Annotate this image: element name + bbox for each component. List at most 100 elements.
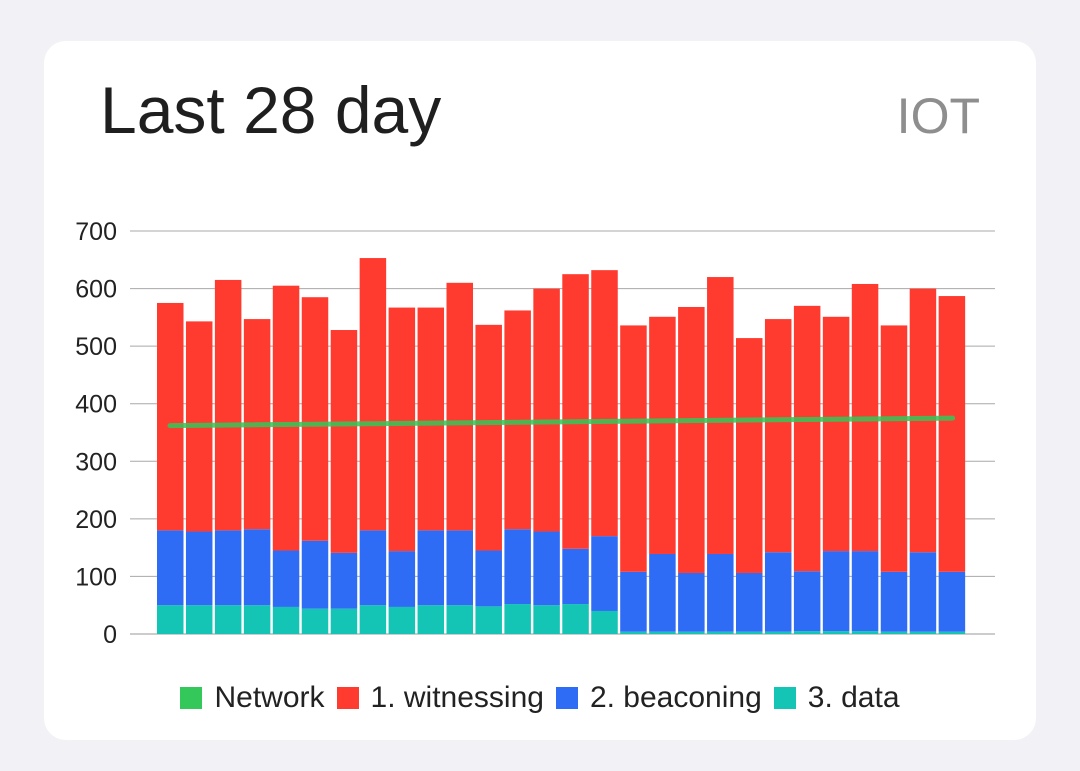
legend-item-network[interactable]: Network: [180, 681, 325, 715]
stacked-bar-chart: 0 100 200 300 400 500 600 700: [75, 218, 995, 649]
bar-segment-beaconing: [157, 530, 184, 606]
bar-segment-data: [301, 608, 329, 634]
bar-segment-data: [793, 631, 821, 634]
bar-segment-data: [678, 631, 705, 634]
bar-segment-beaconing: [620, 571, 647, 632]
legend-item-data[interactable]: 3. data: [773, 681, 900, 715]
bar-segment-data: [620, 631, 647, 634]
bar-segment-witnessing: [764, 319, 792, 553]
bar-segment-beaconing: [446, 530, 473, 606]
bar-segment-witnessing: [880, 325, 908, 572]
bar-segment-witnessing: [620, 325, 647, 572]
bar-segment-beaconing: [880, 571, 908, 632]
y-tick-label: 100: [75, 563, 117, 591]
bar-segment-data: [822, 631, 850, 634]
bar-segment-data: [388, 606, 416, 634]
bar-segment-beaconing: [678, 572, 705, 632]
legend-label-witnessing: 1. witnessing: [370, 681, 544, 714]
bar-segment-data: [562, 604, 589, 634]
bar-segment-beaconing: [533, 531, 560, 606]
bar-segment-beaconing: [591, 536, 618, 611]
bar-segment-beaconing: [417, 530, 445, 606]
legend-label-data: 3. data: [807, 681, 900, 714]
chart-legend: Network 1. witnessing 2. beaconing 3. da…: [44, 681, 1036, 715]
bar-segment-witnessing: [157, 302, 184, 531]
bar-segment-beaconing: [185, 531, 213, 606]
bar-segment-beaconing: [909, 552, 937, 632]
bar-segment-data: [736, 631, 763, 634]
bar-segment-data: [417, 605, 445, 634]
bar-segment-data: [938, 631, 966, 634]
bar-segment-data: [851, 631, 879, 634]
bar-segment-data: [446, 605, 473, 634]
y-tick-label: 200: [75, 506, 117, 534]
bar-segment-data: [185, 605, 213, 634]
legend-item-witnessing[interactable]: 1. witnessing: [336, 681, 544, 715]
bar-segment-witnessing: [707, 277, 734, 554]
legend-swatch-data: [773, 687, 796, 709]
bar-segment-beaconing: [938, 571, 966, 632]
y-tick-label: 400: [75, 391, 117, 419]
bar-segment-data: [243, 605, 271, 634]
legend-label-network: Network: [214, 681, 325, 714]
legend-swatch-beaconing: [555, 687, 578, 709]
bar-segment-witnessing: [475, 324, 502, 551]
bar-segment-witnessing: [678, 306, 705, 573]
bar-segment-witnessing: [793, 305, 821, 572]
network-badge: IOT: [896, 88, 980, 144]
bar-segment-data: [649, 631, 676, 634]
bar-segment-witnessing: [214, 279, 242, 531]
bar-segment-beaconing: [504, 529, 531, 605]
y-tick-label: 300: [75, 448, 117, 476]
legend-swatch-network: [180, 687, 203, 709]
bar-segment-data: [533, 605, 560, 634]
bar-segment-data: [909, 631, 937, 634]
bar-segment-data: [475, 606, 502, 634]
bar-segment-witnessing: [649, 316, 676, 554]
y-tick-label: 0: [103, 621, 117, 649]
bar-segment-witnessing: [938, 296, 966, 572]
bar-segment-beaconing: [330, 552, 358, 609]
bar-segment-beaconing: [475, 550, 502, 607]
bar-segment-beaconing: [707, 553, 734, 632]
y-tick-label: 600: [75, 276, 117, 304]
bar-segment-data: [330, 608, 358, 634]
bar-segment-beaconing: [649, 553, 676, 632]
bar-segment-data: [880, 631, 908, 634]
bar-segment-witnessing: [591, 270, 618, 537]
bar-segment-data: [764, 631, 792, 634]
bar-segment-beaconing: [851, 551, 879, 632]
chart-card: Last 28 day IOT 0 100 200 300 400 500 600 700 N…: [44, 41, 1036, 740]
bar-segment-witnessing: [562, 274, 589, 549]
legend-item-beaconing[interactable]: 2. beaconing: [555, 681, 762, 715]
bar-segment-beaconing: [793, 571, 821, 632]
bar-segment-witnessing: [330, 330, 358, 553]
bar-segment-witnessing: [359, 258, 387, 531]
bar-segment-data: [359, 605, 387, 634]
bar-segment-data: [504, 604, 531, 634]
bar-segment-beaconing: [359, 530, 387, 606]
bar-segment-data: [214, 605, 242, 634]
bar-segment-witnessing: [301, 297, 329, 541]
page-title: Last 28 day: [100, 73, 442, 147]
bar-segment-beaconing: [214, 530, 242, 606]
legend-label-beaconing: 2. beaconing: [589, 681, 762, 714]
bar-segment-data: [272, 606, 300, 634]
bar-segment-beaconing: [388, 551, 416, 607]
bar-segment-witnessing: [272, 285, 300, 551]
bar-segment-witnessing: [388, 307, 416, 552]
bar-segment-witnessing: [446, 282, 473, 531]
bar-segment-beaconing: [301, 540, 329, 609]
y-tick-label: 700: [75, 218, 117, 246]
bar-segment-beaconing: [764, 552, 792, 632]
bar-segment-witnessing: [417, 307, 445, 531]
bar-segment-data: [591, 610, 618, 634]
y-tick-label: 500: [75, 333, 117, 361]
bar-segment-witnessing: [533, 288, 560, 532]
bar-segment-witnessing: [736, 338, 763, 573]
network-line: [167, 415, 956, 429]
bar-segment-beaconing: [736, 572, 763, 632]
bar-segment-witnessing: [822, 316, 850, 552]
bar-segment-beaconing: [243, 529, 271, 606]
bar-segment-beaconing: [822, 551, 850, 632]
